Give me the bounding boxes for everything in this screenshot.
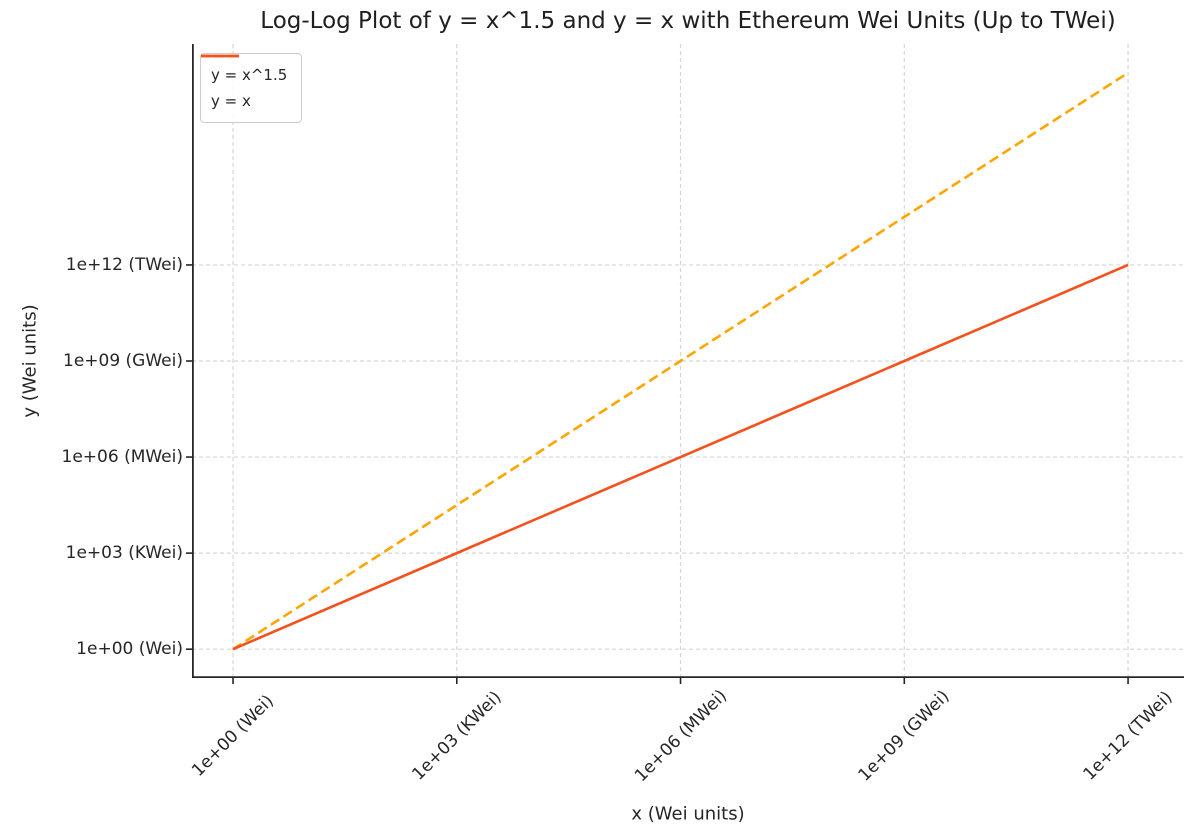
x-axis-label: x (Wei units) [631, 803, 745, 825]
y-tick-label: 1e+12 (TWei) [65, 254, 183, 275]
legend-entry: y = x [201, 54, 287, 114]
legend: y = x^1.5 y = x [200, 53, 303, 123]
series-line-0 [232, 71, 1129, 651]
chart-title: Log-Log Plot of y = x^1.5 and y = x with… [260, 8, 1116, 34]
series-line-1 [232, 263, 1129, 651]
y-tick-label: 1e+00 (Wei) [76, 639, 183, 660]
legend-label: y = x [211, 92, 251, 110]
x-tick-label: 1e+00 (Wei) [188, 691, 278, 781]
plot-area: y = x^1.5 y = x [186, 44, 1184, 684]
y-tick-label: 1e+03 (KWei) [65, 543, 183, 564]
y-tick-label: 1e+06 (MWei) [61, 447, 183, 468]
plot-canvas [186, 44, 1184, 684]
legend-solid-line-icon [201, 54, 239, 58]
x-tick-label: 1e+03 (KWei) [408, 687, 506, 785]
x-tick-label: 1e+06 (MWei) [630, 685, 731, 787]
y-tick-label: 1e+09 (GWei) [63, 351, 183, 371]
legend-label: y = x^1.5 [211, 66, 288, 84]
x-tick-label: 1e+09 (GWei) [854, 686, 954, 786]
legend-entry: y = x^1.5 [201, 54, 288, 88]
x-tick-label: 1e+12 (TWei) [1079, 687, 1177, 785]
